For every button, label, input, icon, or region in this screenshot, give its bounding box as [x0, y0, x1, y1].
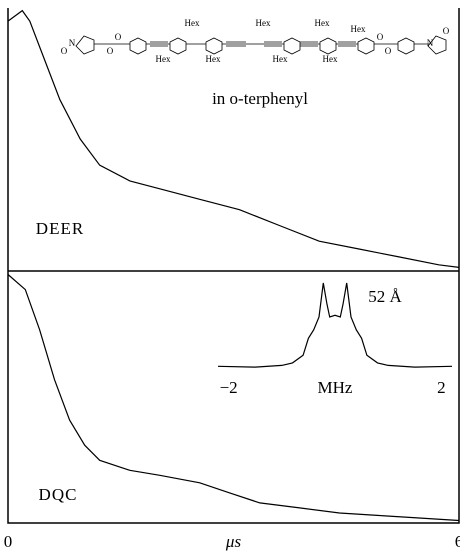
molecule-label: Hex [185, 18, 200, 28]
x-axis-label: MHz [318, 378, 353, 397]
molecule-label: Hex [323, 54, 338, 64]
x-tick-label: 6 [455, 532, 460, 551]
molecule-atom: O [385, 46, 392, 56]
molecule-atom: N [69, 38, 76, 48]
data-line [7, 9, 460, 268]
annotation: in o-terphenyl [212, 89, 308, 108]
x-axis-label: μs [225, 532, 242, 551]
molecule-atom: O [115, 32, 122, 42]
molecule-label: Hex [315, 18, 330, 28]
molecule-atom: O [107, 46, 114, 56]
molecule-label: Hex [256, 18, 271, 28]
x-tick-label: −2 [220, 378, 238, 397]
molecule-label: Hex [156, 54, 171, 64]
molecule-atom: O [377, 32, 384, 42]
molecule-label: Hex [206, 54, 221, 64]
molecule-atom: N [427, 38, 434, 48]
frame [7, 8, 460, 524]
molecule-atom: O [61, 46, 68, 56]
x-tick-label: 0 [4, 532, 13, 551]
annotation: 52 Å [368, 287, 402, 306]
data-line [217, 282, 453, 368]
x-tick-label: 2 [437, 378, 446, 397]
molecule-label: Hex [351, 24, 366, 34]
molecule [75, 35, 447, 55]
data-line [7, 274, 460, 522]
molecule-atom: O [443, 26, 450, 36]
panel-label: DQC [39, 485, 78, 504]
molecule-label: Hex [273, 54, 288, 64]
panel-label: DEER [36, 219, 84, 238]
